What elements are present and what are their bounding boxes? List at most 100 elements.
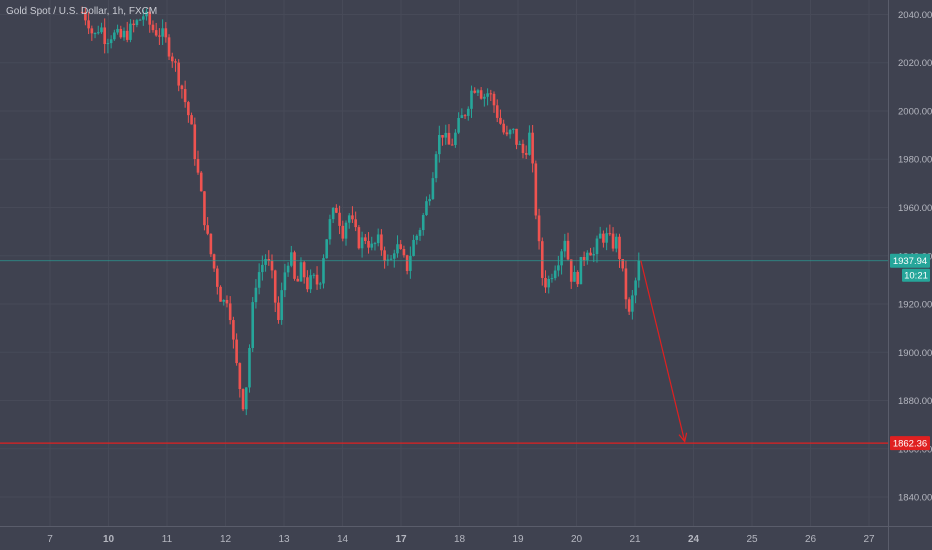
candle-body [174,61,177,63]
candle-body [183,89,187,103]
symbol-title: Gold Spot / U.S. Dollar, 1h, FXCM [6,6,158,17]
x-tick-label: 10 [103,534,115,545]
x-tick-label: 18 [454,534,466,545]
candle-body [273,270,277,303]
candle-body [489,93,493,95]
candle-body [634,280,637,296]
candle-body [563,240,567,252]
candle-body [415,235,419,240]
candle-body [476,90,480,93]
candle-body [325,239,329,259]
candle-body [235,339,238,364]
candle-body [132,23,135,26]
candle-body [142,16,145,20]
candle-body [109,39,113,44]
candle-body [370,243,374,248]
x-tick-label: 11 [162,534,173,545]
candle-body [177,62,180,86]
candle-body [505,132,509,135]
candle-body [84,12,87,21]
candle-body [306,277,309,290]
candle-body [450,144,454,146]
candle-body [254,287,258,303]
candle-body [566,240,570,260]
candle-body [614,236,618,249]
candle-body [364,237,367,241]
x-tick-label: 17 [395,534,407,545]
candle-body [212,254,216,269]
candle-body [351,215,354,220]
candle-body [248,347,251,388]
candle-body [161,28,164,37]
candle-body [392,253,396,259]
candle-body [158,35,161,37]
candle-body [280,290,283,320]
candle-body [418,230,422,236]
candle-body [454,132,457,145]
x-tick-label: 7 [47,534,53,545]
candle-body [586,252,589,261]
candle-body [389,258,393,260]
x-tick-label: 21 [629,534,641,545]
candle-body [515,128,518,145]
candle-body [386,259,390,261]
candle-body [598,233,602,239]
candle-body [80,12,84,14]
candle-body [113,32,116,40]
candle-layer [80,6,641,416]
candle-body [621,259,625,269]
candle-body [222,299,226,302]
target-price-label: 1862.36 [893,439,927,450]
current-price-tag [890,253,930,268]
candle-body [637,260,641,281]
candle-body [631,295,634,312]
candle-body [608,233,612,235]
candle-body [589,252,592,256]
candle-body [434,154,438,179]
candle-body [261,264,264,273]
candle-body [405,255,409,271]
candle-body [582,256,586,261]
candle-body [460,115,464,119]
candle-body [444,132,448,138]
candle-body [122,30,126,38]
candle-body [264,258,267,265]
candle-body [409,255,412,271]
current-price-label: 1937.94 [893,256,927,267]
candle-body [595,238,599,255]
candle-body [576,271,579,285]
candle-body [309,275,312,290]
y-tick-label: 1900.00 [898,348,932,359]
candle-body [125,30,129,40]
x-tick-label: 27 [863,534,875,545]
grid-layer [0,0,888,526]
candle-body [270,260,274,271]
x-tick-label: 25 [746,534,758,545]
candle-body [228,303,232,321]
candle-body [241,389,245,410]
candle-body [383,250,386,261]
candle-body [524,153,528,155]
candle-body [611,233,615,249]
candle-body [457,118,460,133]
candle-body [367,240,370,248]
candle-body [154,30,158,36]
candle-body [164,28,168,38]
candle-body [206,225,209,234]
candle-body [267,258,271,261]
candle-body [438,135,441,155]
candle-body [512,128,515,130]
candle-body [579,256,583,285]
candle-body [232,320,235,340]
candle-body [557,265,560,271]
candle-body [466,108,470,116]
candle-body [244,387,248,410]
candle-body [431,178,435,200]
candle-body [470,90,473,109]
candle-body [592,254,596,256]
candle-body [508,129,512,135]
candle-body [145,11,148,17]
candle-body [170,56,174,62]
candle-body [499,117,502,124]
